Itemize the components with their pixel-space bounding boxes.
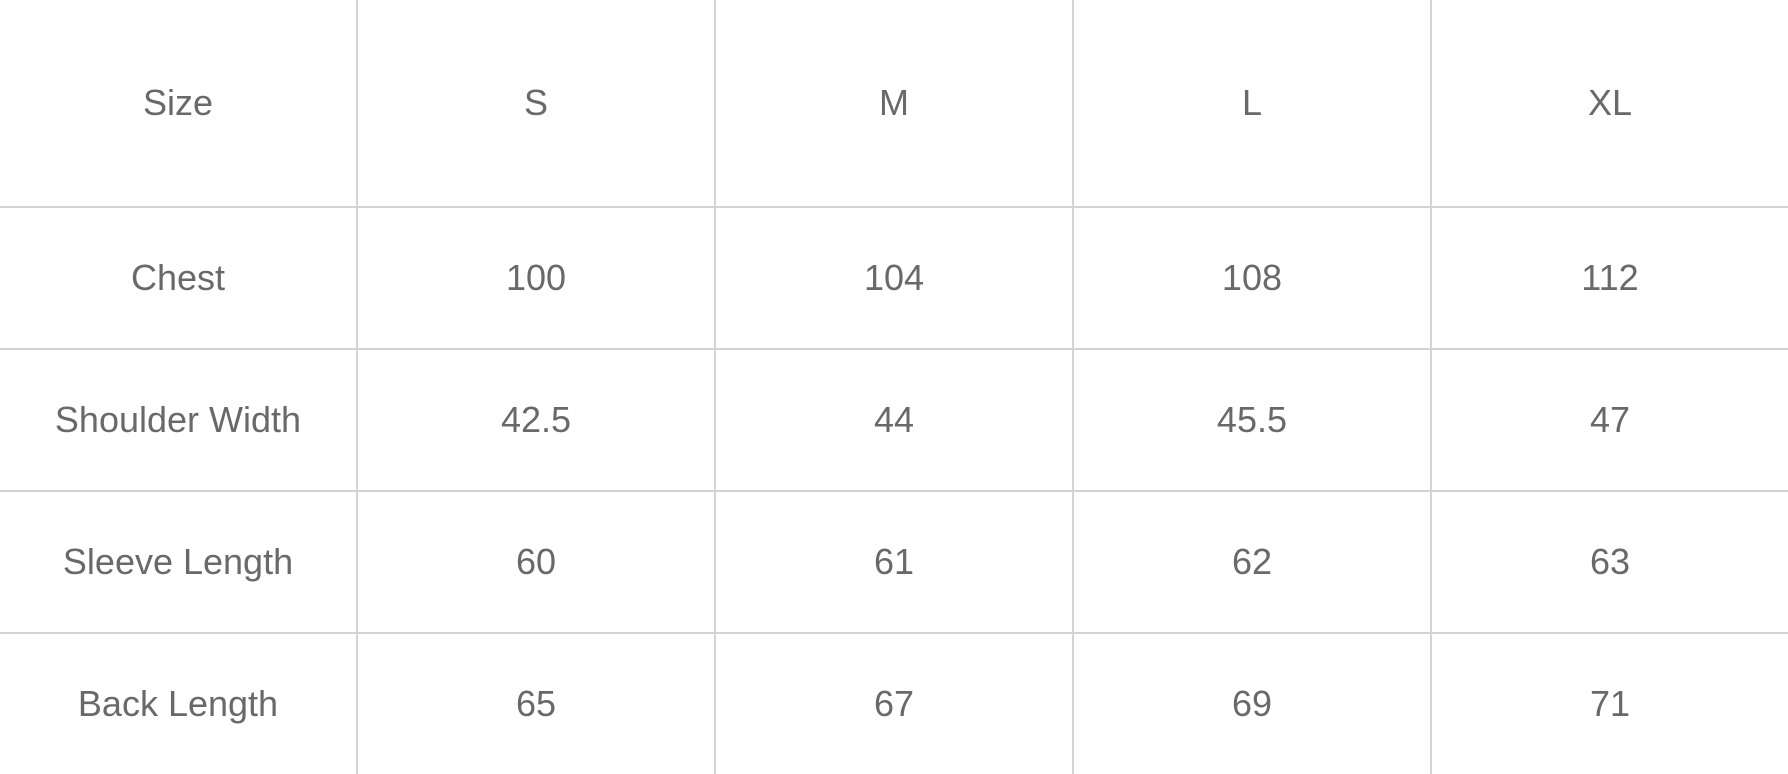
header-cell-l: L xyxy=(1071,0,1432,208)
data-cell: 42.5 xyxy=(356,348,716,492)
header-row: Size S M L XL xyxy=(0,0,1788,208)
data-cell: 104 xyxy=(713,206,1074,350)
data-cell: 108 xyxy=(1071,206,1432,350)
data-cell: 112 xyxy=(1429,206,1788,350)
table-row-chest: Chest 100 104 108 112 xyxy=(0,206,1788,350)
data-cell: 63 xyxy=(1429,490,1788,634)
table-row-shoulder-width: Shoulder Width 42.5 44 45.5 47 xyxy=(0,348,1788,492)
data-cell: 44 xyxy=(713,348,1074,492)
header-cell-size: Size xyxy=(0,0,358,208)
data-cell: 100 xyxy=(356,206,716,350)
data-cell: 69 xyxy=(1071,632,1432,774)
data-cell: 67 xyxy=(713,632,1074,774)
header-cell-m: M xyxy=(713,0,1074,208)
data-cell: 62 xyxy=(1071,490,1432,634)
header-cell-s: S xyxy=(356,0,716,208)
row-label: Sleeve Length xyxy=(0,490,358,634)
data-cell: 60 xyxy=(356,490,716,634)
data-cell: 47 xyxy=(1429,348,1788,492)
data-cell: 71 xyxy=(1429,632,1788,774)
data-cell: 61 xyxy=(713,490,1074,634)
row-label: Chest xyxy=(0,206,358,350)
data-cell: 45.5 xyxy=(1071,348,1432,492)
data-cell: 65 xyxy=(356,632,716,774)
size-chart-header: Size S M L XL xyxy=(0,0,1788,208)
table-row-sleeve-length: Sleeve Length 60 61 62 63 xyxy=(0,490,1788,634)
header-cell-xl: XL xyxy=(1429,0,1788,208)
table-row-back-length: Back Length 65 67 69 71 xyxy=(0,632,1788,774)
row-label: Shoulder Width xyxy=(0,348,358,492)
row-label: Back Length xyxy=(0,632,358,774)
size-chart-body: Chest 100 104 108 112 Shoulder Width 42.… xyxy=(0,206,1788,774)
